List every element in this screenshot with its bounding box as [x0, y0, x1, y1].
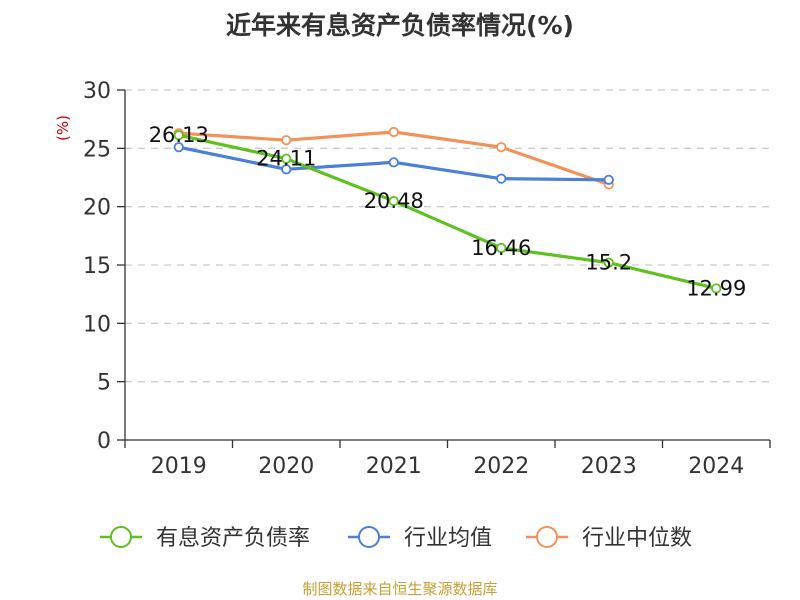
data-label: 20.48 [364, 189, 424, 213]
data-label: 16.46 [471, 236, 531, 260]
data-point-0 [496, 242, 507, 254]
y-axis-label: (%) [54, 115, 72, 141]
series-line-0 [178, 133, 717, 291]
data-point-0 [711, 283, 722, 294]
x-tick-label: 2023 [581, 454, 637, 479]
legend: 有息资产负债率 行业均值 行业中位数 [100, 526, 692, 551]
data-label: 15.2 [585, 251, 632, 275]
x-tick-label: 2022 [473, 454, 529, 479]
y-tick-label: 10 [83, 312, 111, 337]
y-tick-label: 0 [97, 429, 111, 454]
data-label: 26.13 [149, 123, 209, 147]
data-point-1 [603, 174, 614, 185]
legend-label: 行业中位数 [582, 526, 692, 551]
x-tick-label: 2019 [151, 454, 207, 479]
data-point-0 [388, 195, 399, 207]
data-labels: 26.13 24.11 20.48 16.46 15.2 12.99 [149, 123, 747, 300]
data-point-0 [281, 153, 292, 164]
data-point-1 [173, 142, 184, 153]
grid-lines [125, 89, 770, 383]
data-point-0 [173, 130, 184, 141]
data-label: 24.11 [256, 147, 316, 171]
x-tick-label: 2024 [688, 454, 744, 479]
legend-marker-circle [110, 526, 132, 548]
y-tick-label: 20 [83, 196, 111, 221]
series [173, 126, 722, 294]
legend-marker-circle [536, 526, 558, 548]
y-tick-label: 30 [83, 79, 111, 104]
legend-marker-circle [358, 526, 380, 548]
legend-label: 有息资产负债率 [156, 526, 310, 551]
data-label: 12.99 [686, 276, 746, 300]
data-point-0 [603, 257, 614, 268]
data-point-2 [496, 142, 507, 153]
data-point-2 [388, 126, 399, 138]
y-tick-label: 15 [83, 254, 111, 279]
data-point-1 [388, 157, 399, 168]
data-point-1 [281, 164, 292, 175]
x-tick-label: 2021 [366, 454, 422, 479]
y-tick-label: 5 [97, 371, 111, 396]
x-tick-label: 2020 [258, 454, 314, 479]
data-point-1 [496, 173, 507, 184]
y-tick-label: 25 [83, 137, 111, 162]
axes: 0 5 10 15 20 25 30 2019 2020 2021 2022 2023 2024 (%) [54, 79, 771, 479]
chart-title: 近年来有息资产负债率情况(%) [226, 11, 574, 40]
data-point-2 [281, 135, 292, 146]
source-note: 制图数据来自恒生聚源数据库 [302, 580, 498, 598]
legend-label: 行业均值 [404, 526, 492, 551]
